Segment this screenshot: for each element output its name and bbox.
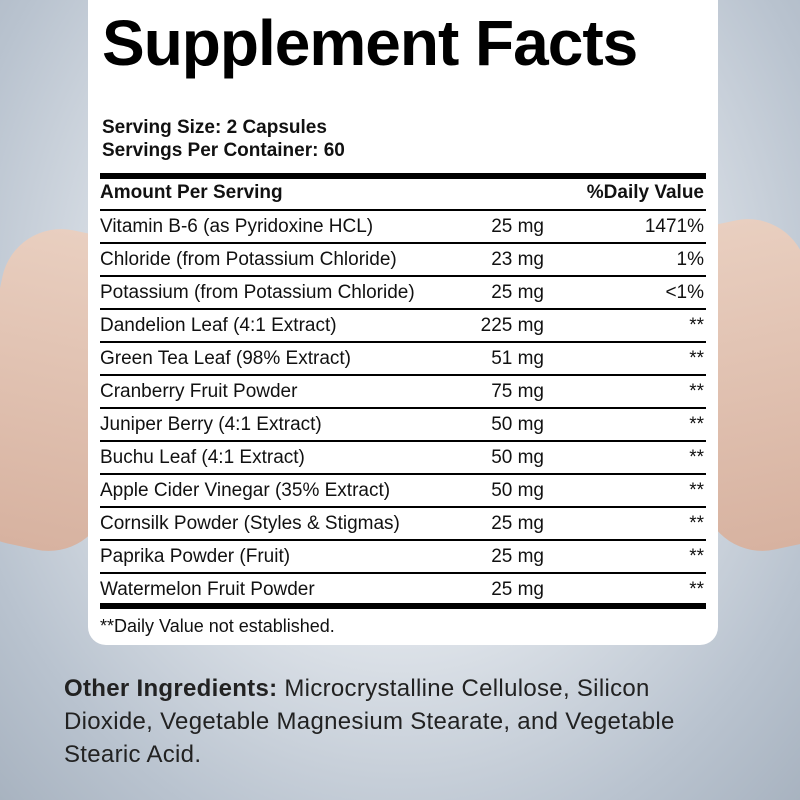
daily-value: ** <box>689 380 704 402</box>
ingredient-amount: 225 mg <box>480 314 544 336</box>
ingredient-name: Cornsilk Powder (Styles & Stigmas) <box>100 512 400 534</box>
daily-value: <1% <box>665 281 704 303</box>
daily-value: ** <box>689 512 704 534</box>
footnote: **Daily Value not established. <box>100 616 335 636</box>
table-row: Cranberry Fruit Powder 75 mg ** <box>100 375 704 408</box>
ingredient-amount: 25 mg <box>491 281 544 303</box>
daily-value: ** <box>689 314 704 336</box>
ingredient-amount: 51 mg <box>491 347 544 369</box>
row-divider <box>100 572 706 574</box>
ingredient-name: Watermelon Fruit Powder <box>100 578 315 600</box>
daily-value: ** <box>689 446 704 468</box>
daily-value: 1% <box>676 248 704 270</box>
divider <box>100 603 706 609</box>
servings-per-container: Servings Per Container: 60 <box>102 140 345 161</box>
other-ingredients-label: Other Ingredients: <box>64 675 278 702</box>
table-row: Paprika Powder (Fruit) 25 mg ** <box>100 540 704 573</box>
row-divider <box>100 341 706 343</box>
other-ingredients-text: Microcrystalline Cellulose, Silicon Diox… <box>64 675 675 768</box>
ingredient-amount: 50 mg <box>491 413 544 435</box>
other-ingredients: Other Ingredients: Microcrystalline Cell… <box>64 672 744 771</box>
ingredient-name: Chloride (from Potassium Chloride) <box>100 248 397 270</box>
table-row: Cornsilk Powder (Styles & Stigmas) 25 mg *… <box>100 507 704 540</box>
page-title: Supplement Facts <box>102 7 638 79</box>
table-row: Dandelion Leaf (4:1 Extract) 225 mg ** <box>100 309 704 342</box>
table-header: Amount Per Serving %Daily Value <box>100 176 704 209</box>
table-row: Buchu Leaf (4:1 Extract) 50 mg ** <box>100 441 704 474</box>
divider <box>100 173 706 179</box>
daily-value-header: %Daily Value <box>586 181 704 203</box>
ingredient-amount: 25 mg <box>491 545 544 567</box>
ingredient-amount: 25 mg <box>491 512 544 534</box>
table-row: Watermelon Fruit Powder 25 mg ** <box>100 573 704 606</box>
supplement-facts-panel: Supplement Facts Serving Size: 2 Capsule… <box>88 0 718 645</box>
ingredient-name: Apple Cider Vinegar (35% Extract) <box>100 479 391 501</box>
daily-value: ** <box>689 479 704 501</box>
table-row: Vitamin B-6 (as Pyridoxine HCL) 25 mg 1471… <box>100 210 704 243</box>
row-divider <box>100 374 706 376</box>
ingredient-name: Potassium (from Potassium Chloride) <box>100 281 415 303</box>
row-divider <box>100 308 706 310</box>
row-divider <box>100 242 706 244</box>
table-row: Chloride (from Potassium Chloride) 23 mg 1… <box>100 243 704 276</box>
row-divider <box>100 506 706 508</box>
ingredient-amount: 23 mg <box>491 248 544 270</box>
row-divider <box>100 407 706 409</box>
row-divider <box>100 539 706 541</box>
row-divider <box>100 209 706 211</box>
amount-header: Amount Per Serving <box>100 181 283 203</box>
table-row: Green Tea Leaf (98% Extract) 51 mg ** <box>100 342 704 375</box>
daily-value: ** <box>689 347 704 369</box>
ingredient-name: Dandelion Leaf (4:1 Extract) <box>100 314 337 336</box>
ingredient-amount: 50 mg <box>491 479 544 501</box>
daily-value: ** <box>689 545 704 567</box>
ingredient-name: Vitamin B-6 (as Pyridoxine HCL) <box>100 215 374 237</box>
ingredient-name: Buchu Leaf (4:1 Extract) <box>100 446 305 468</box>
row-divider <box>100 440 706 442</box>
table-row: Potassium (from Potassium Chloride) 25 mg… <box>100 276 704 309</box>
ingredient-amount: 25 mg <box>491 578 544 600</box>
ingredient-amount: 50 mg <box>491 446 544 468</box>
table-row: Apple Cider Vinegar (35% Extract) 50 mg ** <box>100 474 704 507</box>
ingredient-name: Juniper Berry (4:1 Extract) <box>100 413 322 435</box>
ingredient-amount: 25 mg <box>491 215 544 237</box>
ingredient-name: Cranberry Fruit Powder <box>100 380 298 402</box>
daily-value: 1471% <box>644 215 704 237</box>
ingredient-name: Paprika Powder (Fruit) <box>100 545 291 567</box>
row-divider <box>100 275 706 277</box>
row-divider <box>100 473 706 475</box>
daily-value: ** <box>689 578 704 600</box>
daily-value: ** <box>689 413 704 435</box>
serving-size: Serving Size: 2 Capsules <box>102 117 327 138</box>
table-row: Juniper Berry (4:1 Extract) 50 mg ** <box>100 408 704 441</box>
ingredient-name: Green Tea Leaf (98% Extract) <box>100 347 351 369</box>
ingredient-amount: 75 mg <box>491 380 544 402</box>
